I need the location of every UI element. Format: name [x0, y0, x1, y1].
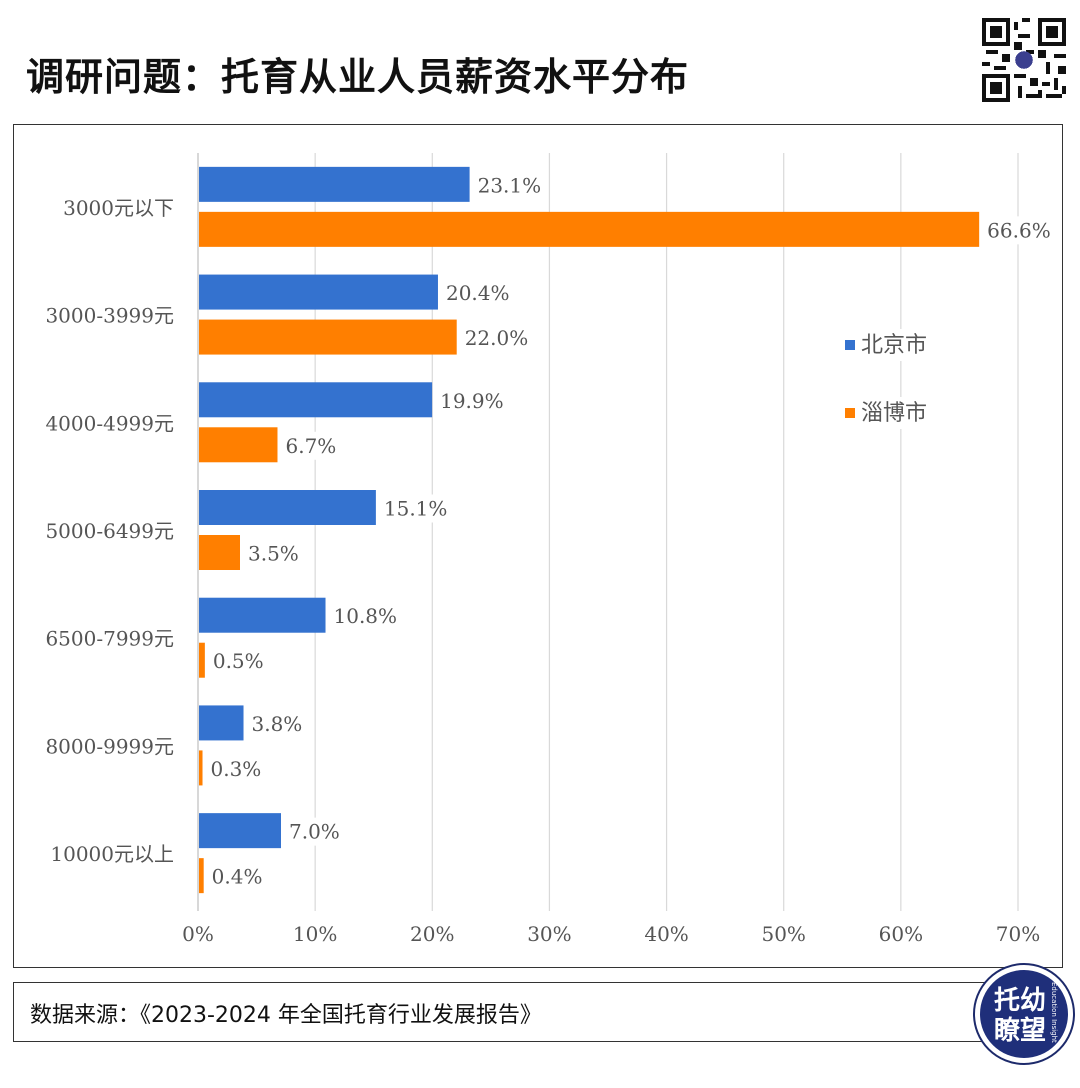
bar-beijing [199, 705, 244, 741]
x-tick-label: 50% [761, 922, 805, 946]
bar-beijing [199, 597, 326, 633]
category-label: 10000元以上 [50, 842, 174, 866]
bar-zibo [199, 427, 278, 463]
data-label: 19.9% [440, 389, 504, 413]
brand-logo-line1: 托幼 [994, 986, 1046, 1016]
category-label: 3000-3999元 [45, 304, 174, 328]
bar-beijing [199, 274, 438, 310]
data-label-backdrop [245, 539, 302, 568]
x-tick-label: 10% [293, 922, 337, 946]
legend-label: 淄博市 [861, 401, 927, 426]
x-tick-label: 30% [527, 922, 571, 946]
data-label: 0.3% [211, 757, 262, 781]
legend-label: 北京市 [861, 333, 927, 358]
data-label-backdrop [330, 602, 401, 631]
bar-zibo [199, 319, 457, 355]
bar-zibo [199, 750, 203, 786]
category-label: 8000-9999元 [45, 734, 174, 758]
data-label: 22.0% [465, 326, 529, 350]
data-label-backdrop [286, 817, 343, 846]
bar-beijing [199, 166, 470, 202]
x-tick-label: 40% [644, 922, 688, 946]
data-source: 数据来源：《2023-2024 年全国托育行业发展报告》 [30, 1003, 542, 1028]
data-label: 0.5% [213, 649, 264, 673]
bar-zibo [199, 858, 204, 894]
data-label-backdrop [461, 324, 532, 353]
data-label: 7.0% [289, 820, 340, 844]
data-label-backdrop [984, 216, 1054, 245]
category-label: 3000元以下 [63, 196, 174, 220]
chart-frame: 0% 10% 20% 30% 40% 50% 60% 70% 3000元以下 23.1% 66.6%… [13, 124, 1063, 968]
x-tick-label: 70% [996, 922, 1040, 946]
data-label-backdrop [208, 862, 266, 891]
bar-zibo [199, 535, 240, 570]
page-title: 调研问题：托育从业人员薪资水平分布 [26, 55, 690, 99]
source-box: 数据来源：《2023-2024 年全国托育行业发展报告》 [13, 982, 1013, 1042]
brand-logo: 托幼 瞭望 Education Insight [973, 963, 1075, 1065]
category-label: 6500-7999元 [45, 627, 174, 651]
data-label: 20.4% [446, 281, 510, 305]
x-tick-label: 0% [182, 922, 214, 946]
x-tick-label: 20% [410, 922, 454, 946]
data-label-backdrop [207, 754, 265, 783]
category-label: 5000-6499元 [45, 519, 174, 543]
bar-beijing [199, 490, 376, 525]
data-label-backdrop [380, 494, 451, 523]
data-label-backdrop [248, 709, 306, 738]
legend-swatch [845, 340, 855, 350]
qr-code-icon [982, 18, 1066, 102]
data-label: 15.1% [384, 497, 448, 521]
bar-chart: 0% 10% 20% 30% 40% 50% 60% 70% 3000元以下 23.1% 66.6%… [45, 153, 1054, 946]
bar-beijing [199, 813, 281, 849]
data-label-backdrop [209, 647, 267, 676]
brand-logo-side-text: Education Insight [1050, 982, 1058, 1043]
bar-zibo [199, 642, 205, 678]
data-label: 6.7% [285, 434, 336, 458]
data-label-backdrop [282, 431, 340, 460]
brand-logo-line2: 瞭望 [994, 1016, 1046, 1046]
data-label-backdrop [442, 279, 513, 308]
data-label: 66.6% [987, 218, 1051, 242]
legend-backdrop [839, 329, 949, 361]
x-tick-label: 60% [879, 922, 923, 946]
data-label: 10.8% [334, 604, 398, 628]
category-label: 4000-4999元 [45, 411, 174, 435]
data-label: 0.4% [212, 865, 263, 889]
data-label-backdrop [474, 171, 545, 200]
legend-swatch [845, 408, 855, 418]
data-label: 3.8% [252, 712, 303, 736]
data-label: 23.1% [478, 173, 542, 197]
bar-zibo [199, 211, 980, 247]
data-label-backdrop [437, 386, 507, 415]
bar-beijing [199, 382, 433, 418]
legend-backdrop [839, 397, 949, 429]
data-label: 3.5% [248, 542, 299, 566]
